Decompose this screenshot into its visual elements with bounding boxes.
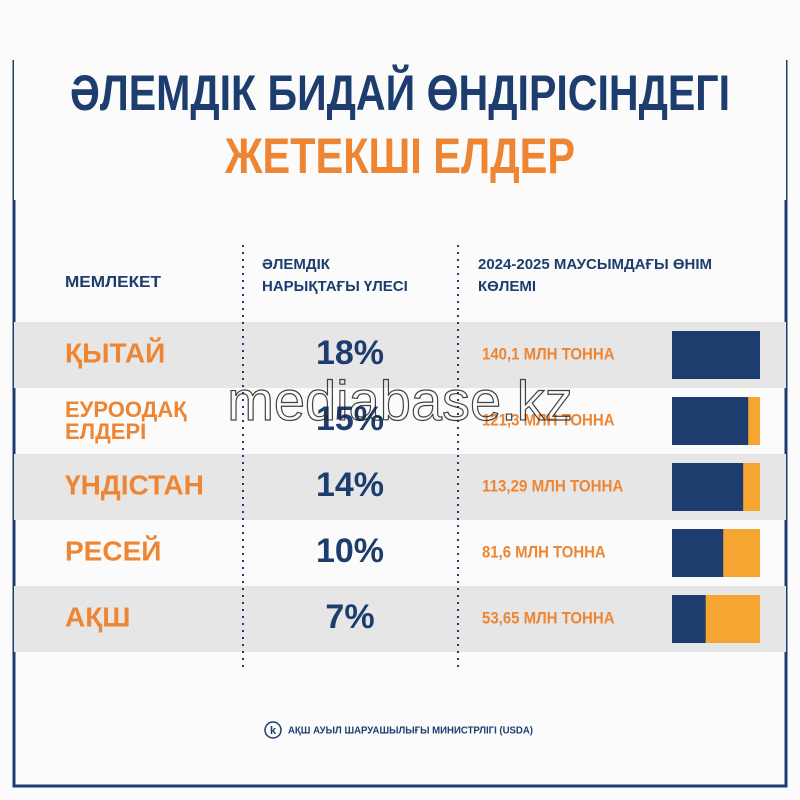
source: АҚШ АУЫЛ ШАРУАШЫЛЫҒЫ МИНИСТРЛІГІ (USDA) (288, 726, 533, 737)
row-band (14, 322, 786, 388)
watermark: mediabase.kz (227, 369, 573, 432)
share: 7% (325, 598, 374, 636)
volume-label: 140,1 МЛН ТОННА (482, 344, 615, 363)
row-band (14, 586, 786, 652)
column-header-box: ӘЛЕМДІК НАРЫҚТАҒЫ ҮЛЕСІ (262, 256, 408, 295)
volume-label: 81,6 МЛН ТОННА (482, 542, 606, 561)
logo-letter: k (270, 725, 277, 737)
bar (672, 331, 760, 379)
bar (672, 397, 749, 445)
column-header: ӘЛЕМДІК НАРЫҚТАҒЫ ҮЛЕСІ (262, 256, 408, 295)
logo (264, 721, 282, 739)
title-backdrop (14, 40, 786, 200)
share: 18% (316, 334, 384, 372)
column-header-box: 2024-2025 МАУСЫМДАҒЫ ӨНІМ КӨЛЕМІ (478, 256, 713, 295)
country: ҮНДІСТАН (65, 469, 204, 500)
table: ҚЫТАЙ 18% 140,1 МЛН ТОННА ЕУРООДАҚ ЕЛДЕРІ 15%… (14, 322, 786, 652)
bar (672, 529, 724, 577)
row-band (14, 454, 786, 520)
share: 15% (316, 400, 384, 438)
title-line1: ӘЛЕМДІК БИДАЙ ӨНДІРІСІНДЕГІ (70, 64, 730, 121)
frame (12, 60, 788, 788)
country: ҚЫТАЙ (65, 336, 165, 368)
title-line2: ЖЕТЕКШІ ЕЛДЕР (224, 128, 575, 184)
bar (672, 595, 706, 643)
bar (672, 463, 744, 511)
share: 14% (316, 466, 384, 504)
country: АҚШ (65, 601, 130, 632)
column-header: 2024-2025 МАУСЫМДАҒЫ ӨНІМ КӨЛЕМІ (478, 256, 713, 295)
country: ЕУРООДАҚ ЕЛДЕРІ (65, 397, 187, 444)
volume-label: 113,29 МЛН ТОННА (482, 476, 623, 495)
column-header: МЕМЛЕКЕТ (65, 274, 161, 291)
country: РЕСЕЙ (65, 534, 161, 566)
share: 10% (316, 532, 384, 570)
volume-label: 121,3 МЛН ТОННА (482, 410, 615, 429)
volume-label: 53,65 МЛН ТОННА (482, 608, 615, 627)
